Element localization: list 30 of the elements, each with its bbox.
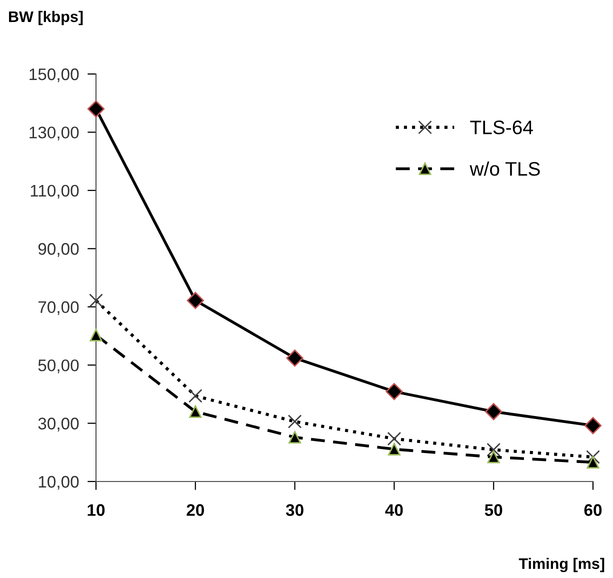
point bbox=[584, 417, 602, 434]
point bbox=[487, 450, 500, 464]
point bbox=[87, 100, 105, 118]
y-tick-label: 70,00 bbox=[38, 301, 79, 316]
x-tick-label: 60 bbox=[584, 504, 602, 516]
point bbox=[485, 403, 502, 420]
x-tick-label: 40 bbox=[385, 504, 403, 516]
y-tick-label: 150,00 bbox=[30, 68, 79, 82]
y-axis-title: BW [kbps] bbox=[9, 10, 83, 26]
y-tick-label: 30,00 bbox=[38, 418, 79, 432]
x-tick-label: 50 bbox=[484, 504, 502, 516]
point bbox=[288, 431, 302, 444]
y-tick-label: 90,00 bbox=[38, 243, 79, 257]
point bbox=[388, 442, 400, 456]
x-axis-title: Timing [ms] bbox=[518, 558, 604, 572]
y-tick-label: 130,00 bbox=[30, 126, 79, 140]
point bbox=[586, 456, 600, 469]
point bbox=[286, 350, 304, 367]
point bbox=[386, 383, 403, 400]
point bbox=[90, 328, 102, 342]
point bbox=[189, 405, 202, 418]
x-tick-label: 20 bbox=[186, 504, 204, 516]
y-tick-label: 50,00 bbox=[38, 359, 79, 374]
y-tick-label: 10,00 bbox=[38, 476, 79, 490]
y-tick-label: 110,00 bbox=[30, 184, 79, 199]
x-tick-label: 10 bbox=[88, 504, 105, 516]
legend-label: TLS-64 bbox=[470, 120, 533, 134]
point bbox=[186, 292, 204, 310]
x-tick-label: 30 bbox=[286, 504, 304, 516]
legend-label: w/o TLS bbox=[470, 161, 540, 176]
